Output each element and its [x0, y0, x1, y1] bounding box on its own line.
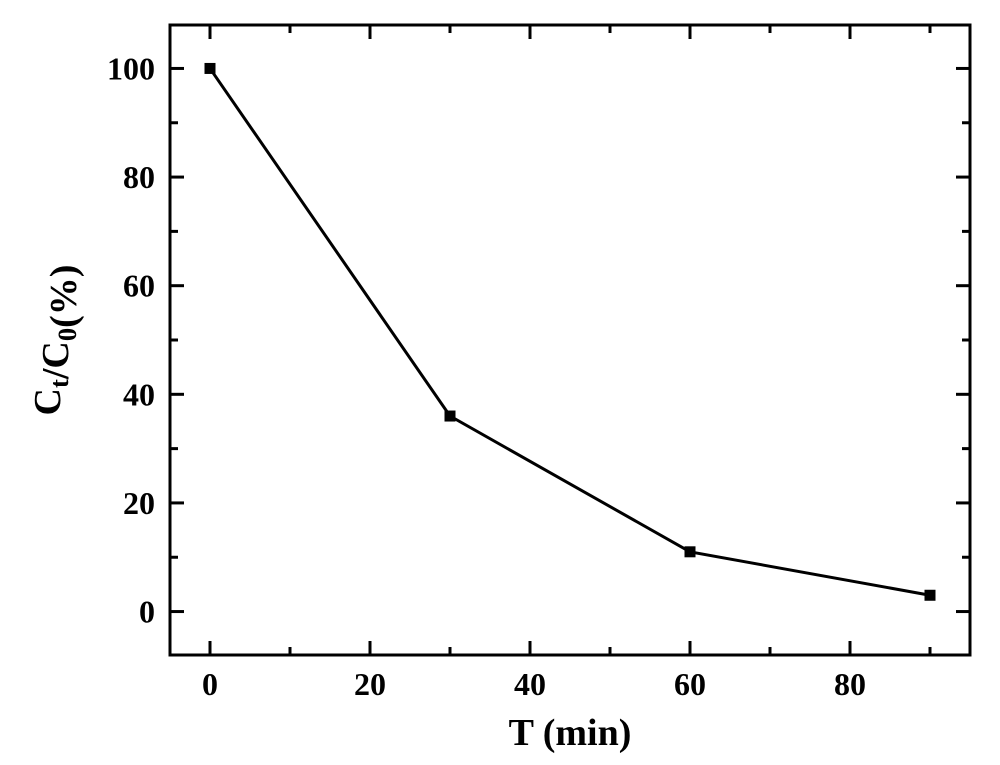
x-tick-label: 60: [674, 666, 706, 702]
y-tick-label: 40: [123, 376, 155, 412]
x-axis-label: T (min): [509, 712, 632, 754]
y-tick-label: 0: [139, 594, 155, 630]
series-marker: [445, 411, 455, 421]
y-tick-label: 60: [123, 268, 155, 304]
series-marker: [205, 63, 215, 73]
y-tick-label: 20: [123, 485, 155, 521]
y-tick-label: 100: [107, 50, 155, 86]
line-chart: 020406080020406080100T (min)Ct/C0(%): [0, 0, 1000, 765]
series-marker: [925, 590, 935, 600]
series-marker: [685, 547, 695, 557]
x-tick-label: 80: [834, 666, 866, 702]
x-tick-label: 40: [514, 666, 546, 702]
x-tick-label: 0: [202, 666, 218, 702]
y-tick-label: 80: [123, 159, 155, 195]
chart-container: 020406080020406080100T (min)Ct/C0(%): [0, 0, 1000, 765]
x-tick-label: 20: [354, 666, 386, 702]
